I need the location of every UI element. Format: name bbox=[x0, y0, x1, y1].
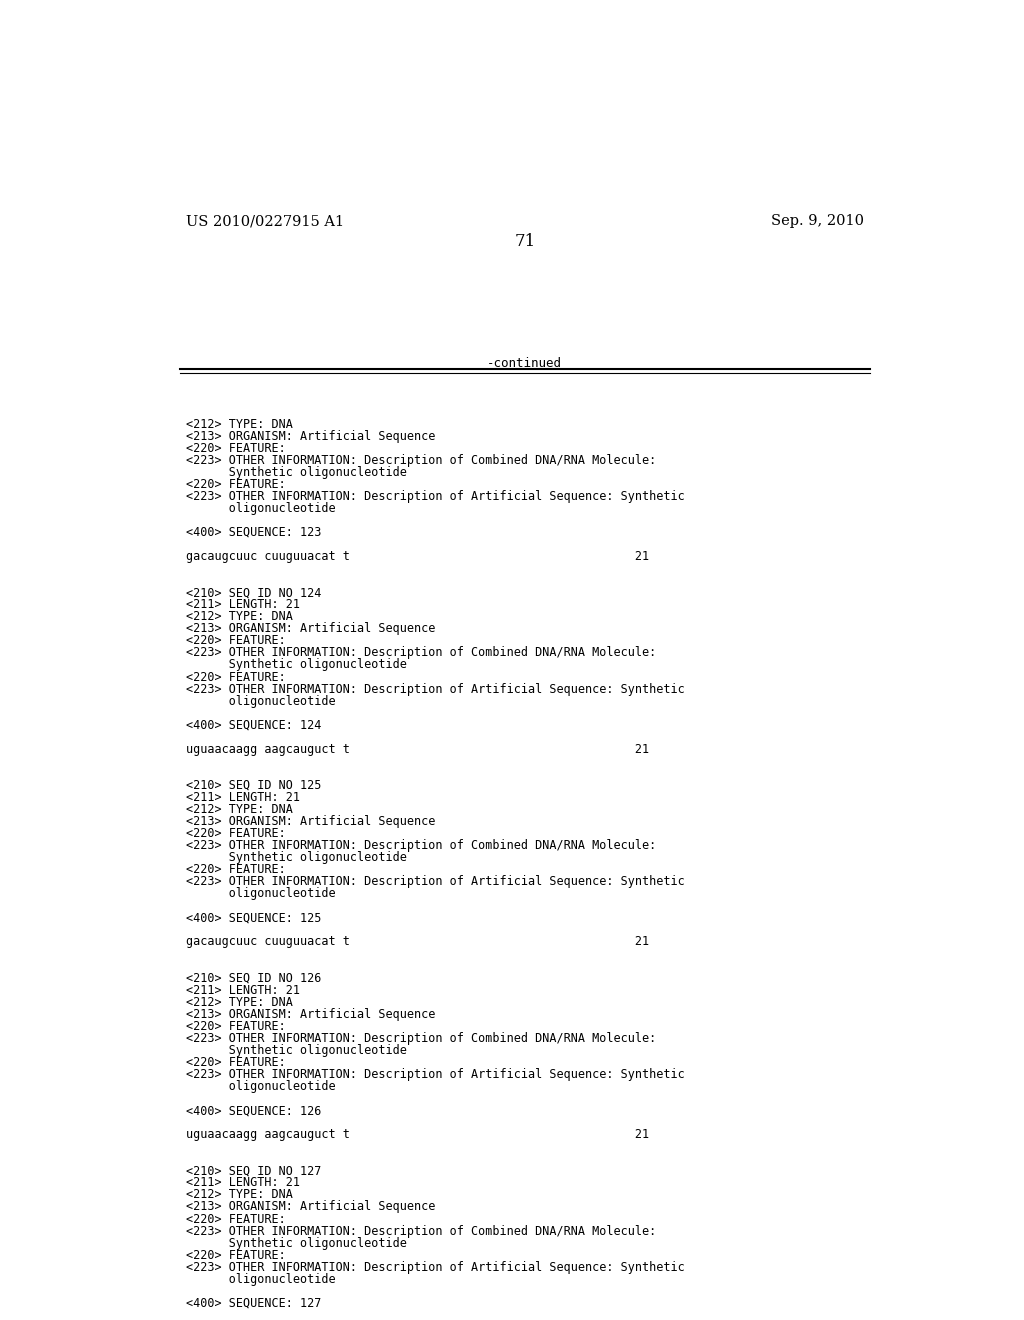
Text: <223> OTHER INFORMATION: Description of Combined DNA/RNA Molecule:: <223> OTHER INFORMATION: Description of … bbox=[186, 1225, 656, 1238]
Text: <400> SEQUENCE: 127: <400> SEQUENCE: 127 bbox=[186, 1296, 322, 1309]
Text: <210> SEQ ID NO 125: <210> SEQ ID NO 125 bbox=[186, 779, 322, 792]
Text: Synthetic oligonucleotide: Synthetic oligonucleotide bbox=[186, 466, 407, 479]
Text: <210> SEQ ID NO 124: <210> SEQ ID NO 124 bbox=[186, 586, 322, 599]
Text: <220> FEATURE:: <220> FEATURE: bbox=[186, 671, 286, 684]
Text: <220> FEATURE:: <220> FEATURE: bbox=[186, 635, 286, 647]
Text: <223> OTHER INFORMATION: Description of Combined DNA/RNA Molecule:: <223> OTHER INFORMATION: Description of … bbox=[186, 647, 656, 660]
Text: oligonucleotide: oligonucleotide bbox=[186, 694, 336, 708]
Text: gacaugcuuc cuuguuacat t                                        21: gacaugcuuc cuuguuacat t 21 bbox=[186, 550, 649, 564]
Text: <212> TYPE: DNA: <212> TYPE: DNA bbox=[186, 803, 293, 816]
Text: <213> ORGANISM: Artificial Sequence: <213> ORGANISM: Artificial Sequence bbox=[186, 814, 435, 828]
Text: <223> OTHER INFORMATION: Description of Combined DNA/RNA Molecule:: <223> OTHER INFORMATION: Description of … bbox=[186, 454, 656, 467]
Text: 71: 71 bbox=[514, 232, 536, 249]
Text: Synthetic oligonucleotide: Synthetic oligonucleotide bbox=[186, 1044, 407, 1057]
Text: -continued: -continued bbox=[487, 356, 562, 370]
Text: <211> LENGTH: 21: <211> LENGTH: 21 bbox=[186, 598, 300, 611]
Text: <220> FEATURE:: <220> FEATURE: bbox=[186, 1020, 286, 1032]
Text: oligonucleotide: oligonucleotide bbox=[186, 1272, 336, 1286]
Text: uguaacaagg aagcauguct t                                        21: uguaacaagg aagcauguct t 21 bbox=[186, 743, 649, 756]
Text: <223> OTHER INFORMATION: Description of Artificial Sequence: Synthetic: <223> OTHER INFORMATION: Description of … bbox=[186, 682, 685, 696]
Text: Sep. 9, 2010: Sep. 9, 2010 bbox=[771, 214, 863, 228]
Text: <212> TYPE: DNA: <212> TYPE: DNA bbox=[186, 610, 293, 623]
Text: <223> OTHER INFORMATION: Description of Combined DNA/RNA Molecule:: <223> OTHER INFORMATION: Description of … bbox=[186, 1032, 656, 1045]
Text: <212> TYPE: DNA: <212> TYPE: DNA bbox=[186, 995, 293, 1008]
Text: <210> SEQ ID NO 126: <210> SEQ ID NO 126 bbox=[186, 972, 322, 985]
Text: gacaugcuuc cuuguuacat t                                        21: gacaugcuuc cuuguuacat t 21 bbox=[186, 936, 649, 949]
Text: <223> OTHER INFORMATION: Description of Artificial Sequence: Synthetic: <223> OTHER INFORMATION: Description of … bbox=[186, 1068, 685, 1081]
Text: Synthetic oligonucleotide: Synthetic oligonucleotide bbox=[186, 659, 407, 672]
Text: <210> SEQ ID NO 127: <210> SEQ ID NO 127 bbox=[186, 1164, 322, 1177]
Text: <220> FEATURE:: <220> FEATURE: bbox=[186, 1056, 286, 1069]
Text: <211> LENGTH: 21: <211> LENGTH: 21 bbox=[186, 1176, 300, 1189]
Text: Synthetic oligonucleotide: Synthetic oligonucleotide bbox=[186, 1237, 407, 1250]
Text: <220> FEATURE:: <220> FEATURE: bbox=[186, 863, 286, 876]
Text: <212> TYPE: DNA: <212> TYPE: DNA bbox=[186, 417, 293, 430]
Text: <223> OTHER INFORMATION: Description of Artificial Sequence: Synthetic: <223> OTHER INFORMATION: Description of … bbox=[186, 875, 685, 888]
Text: <400> SEQUENCE: 123: <400> SEQUENCE: 123 bbox=[186, 525, 322, 539]
Text: <212> TYPE: DNA: <212> TYPE: DNA bbox=[186, 1188, 293, 1201]
Text: <213> ORGANISM: Artificial Sequence: <213> ORGANISM: Artificial Sequence bbox=[186, 1007, 435, 1020]
Text: US 2010/0227915 A1: US 2010/0227915 A1 bbox=[186, 214, 344, 228]
Text: oligonucleotide: oligonucleotide bbox=[186, 502, 336, 515]
Text: <400> SEQUENCE: 125: <400> SEQUENCE: 125 bbox=[186, 911, 322, 924]
Text: oligonucleotide: oligonucleotide bbox=[186, 1080, 336, 1093]
Text: <211> LENGTH: 21: <211> LENGTH: 21 bbox=[186, 791, 300, 804]
Text: <213> ORGANISM: Artificial Sequence: <213> ORGANISM: Artificial Sequence bbox=[186, 429, 435, 442]
Text: <213> ORGANISM: Artificial Sequence: <213> ORGANISM: Artificial Sequence bbox=[186, 622, 435, 635]
Text: <220> FEATURE:: <220> FEATURE: bbox=[186, 1213, 286, 1225]
Text: <213> ORGANISM: Artificial Sequence: <213> ORGANISM: Artificial Sequence bbox=[186, 1200, 435, 1213]
Text: Synthetic oligonucleotide: Synthetic oligonucleotide bbox=[186, 851, 407, 865]
Text: <223> OTHER INFORMATION: Description of Combined DNA/RNA Molecule:: <223> OTHER INFORMATION: Description of … bbox=[186, 840, 656, 853]
Text: <400> SEQUENCE: 126: <400> SEQUENCE: 126 bbox=[186, 1104, 322, 1117]
Text: <220> FEATURE:: <220> FEATURE: bbox=[186, 442, 286, 454]
Text: <220> FEATURE:: <220> FEATURE: bbox=[186, 828, 286, 840]
Text: <220> FEATURE:: <220> FEATURE: bbox=[186, 478, 286, 491]
Text: <220> FEATURE:: <220> FEATURE: bbox=[186, 1249, 286, 1262]
Text: <400> SEQUENCE: 124: <400> SEQUENCE: 124 bbox=[186, 718, 322, 731]
Text: <211> LENGTH: 21: <211> LENGTH: 21 bbox=[186, 983, 300, 997]
Text: <223> OTHER INFORMATION: Description of Artificial Sequence: Synthetic: <223> OTHER INFORMATION: Description of … bbox=[186, 1261, 685, 1274]
Text: <223> OTHER INFORMATION: Description of Artificial Sequence: Synthetic: <223> OTHER INFORMATION: Description of … bbox=[186, 490, 685, 503]
Text: uguaacaagg aagcauguct t                                        21: uguaacaagg aagcauguct t 21 bbox=[186, 1129, 649, 1142]
Text: oligonucleotide: oligonucleotide bbox=[186, 887, 336, 900]
